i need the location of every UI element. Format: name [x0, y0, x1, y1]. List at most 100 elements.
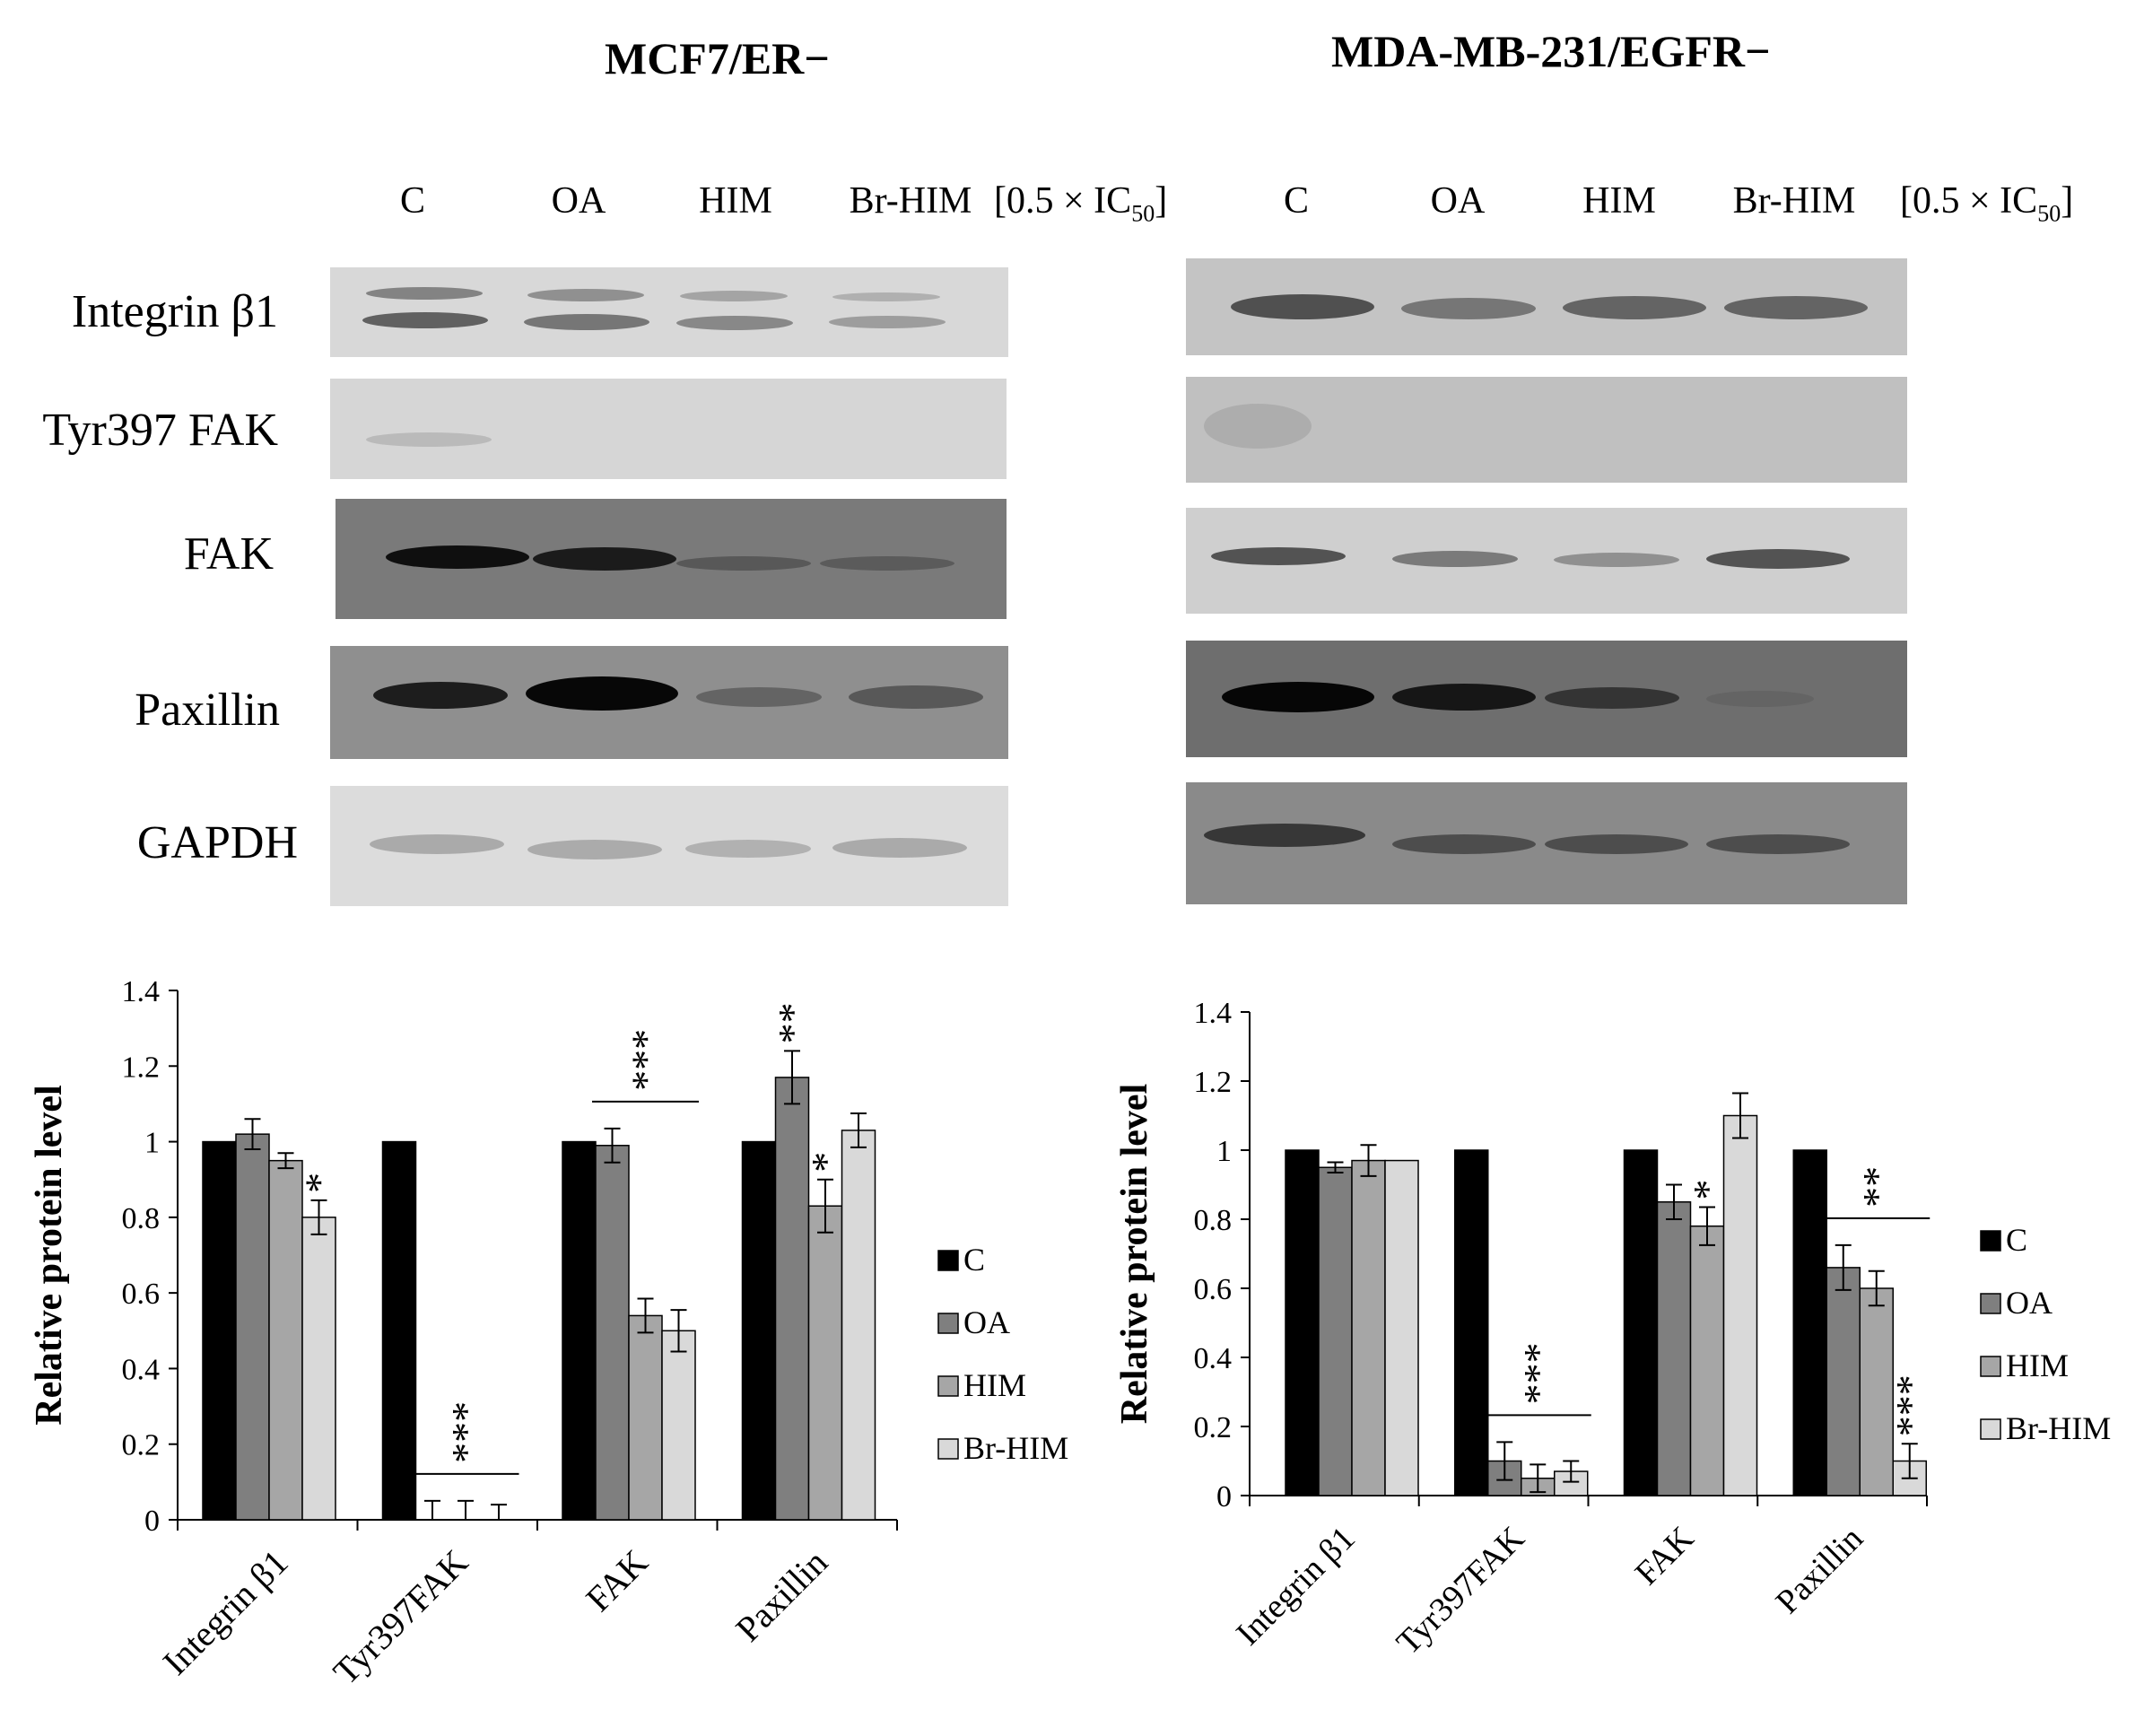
- legend-swatch-oa: [937, 1313, 959, 1334]
- blot-label-fak: FAK: [183, 528, 274, 580]
- blot-gapdh-mcf7: [330, 786, 1008, 906]
- blot-label-paxillin: Paxillin: [135, 685, 280, 736]
- y-tick-label: 0.6: [122, 1278, 161, 1311]
- dose-label: [0.5 × IC50]: [1900, 179, 2073, 227]
- panel-title-mcf7: MCF7/ER−: [605, 33, 830, 83]
- bar-c: [1454, 1149, 1489, 1496]
- y-tick-label: 1: [1216, 1135, 1232, 1168]
- blot-integrin-mcf7: [330, 267, 1008, 357]
- legend-swatch-c: [937, 1250, 959, 1271]
- bar-oa: [1656, 1201, 1692, 1496]
- dose-subscript: 50: [2037, 200, 2061, 227]
- legend-label-oa: OA: [2006, 1285, 2052, 1321]
- lane-label-brhim: Br-HIM: [849, 180, 972, 222]
- significance-stars: ***: [443, 1401, 489, 1463]
- y-tick-label: 0.2: [1194, 1411, 1233, 1444]
- y-tick-label: 0.4: [122, 1353, 161, 1386]
- bar-c: [381, 1140, 417, 1521]
- legend-label-br-him: Br-HIM: [963, 1430, 1068, 1466]
- lane-label-c: C: [1283, 180, 1309, 222]
- bar-br-him: [1384, 1159, 1419, 1496]
- blot-paxillin-mda: [1186, 641, 1907, 757]
- legend-label-him: HIM: [2006, 1348, 2069, 1383]
- y-tick-label: 0.8: [1194, 1204, 1233, 1237]
- y-tick-label: 0.6: [1194, 1273, 1233, 1306]
- lane-label-him: HIM: [1582, 180, 1656, 222]
- blot-fak-mda: [1186, 508, 1907, 614]
- dose-prefix: [0.5 × IC: [994, 180, 1132, 222]
- blot-integrin-mda: [1186, 258, 1907, 355]
- legend-swatch-br-him: [937, 1438, 959, 1460]
- bar-c: [1623, 1149, 1659, 1496]
- legend-swatch-oa: [1980, 1293, 2001, 1314]
- x-category-label: Tyr397FAK: [1390, 1519, 1532, 1662]
- blot-label-tyr397fak: Tyr397 FAK: [42, 405, 278, 456]
- blot-fak-mcf7: [336, 499, 1007, 619]
- bar-him: [1351, 1159, 1386, 1496]
- lane-label-oa: OA: [1430, 180, 1486, 222]
- bar-br-him: [841, 1130, 876, 1521]
- significance-stars: *: [297, 1173, 343, 1193]
- y-tick-label: 1: [144, 1127, 160, 1160]
- legend-label-c: C: [963, 1242, 985, 1278]
- significance-stars: ***: [623, 1029, 669, 1091]
- bar-him: [1689, 1225, 1725, 1496]
- blot-tyr397fak-mcf7: [330, 379, 1007, 479]
- significance-stars: *: [803, 1152, 849, 1173]
- significance-stars: **: [1854, 1166, 1900, 1208]
- y-axis-title: Relative protein level: [29, 1085, 70, 1425]
- legend-swatch-him: [1980, 1356, 2001, 1377]
- y-tick-label: 0.4: [1194, 1342, 1233, 1375]
- significance-stars: **: [770, 1002, 815, 1043]
- lane-label-him: HIM: [699, 180, 772, 222]
- bar-c: [741, 1140, 777, 1521]
- x-category-label: FAK: [1628, 1519, 1702, 1592]
- bar-him: [268, 1159, 303, 1521]
- lane-label-brhim: Br-HIM: [1732, 180, 1856, 222]
- blot-label-integrin: Integrin β1: [71, 286, 278, 337]
- y-tick-label: 0: [1216, 1480, 1232, 1514]
- bar-oa: [1318, 1166, 1353, 1496]
- legend-swatch-br-him: [1980, 1418, 2001, 1440]
- bar-c: [202, 1140, 237, 1521]
- x-category-label: Paxillin: [1769, 1520, 1870, 1621]
- bar-br-him: [1722, 1114, 1758, 1496]
- blot-paxillin-mcf7: [330, 646, 1008, 759]
- y-tick-label: 1.2: [1194, 1066, 1233, 1099]
- y-axis-title: Relative protein level: [1114, 1084, 1155, 1424]
- legend-label-oa: OA: [963, 1304, 1010, 1340]
- blot-tyr397fak-mda: [1186, 377, 1907, 483]
- dose-suffix: ]: [1155, 180, 1168, 222]
- bar-oa: [1826, 1267, 1861, 1496]
- lane-label-oa: OA: [551, 180, 606, 222]
- legend-swatch-c: [1980, 1230, 2001, 1252]
- y-tick-label: 1.4: [1194, 997, 1233, 1030]
- significance-stars: *: [1685, 1180, 1730, 1200]
- x-category-label: Integrin β1: [1229, 1520, 1363, 1653]
- bar-c: [562, 1140, 597, 1521]
- bar-br-him: [301, 1217, 336, 1521]
- legend-label-c: C: [2006, 1222, 2027, 1258]
- y-tick-label: 1.2: [122, 1051, 161, 1084]
- legend-swatch-him: [937, 1375, 959, 1397]
- y-tick-label: 0.2: [122, 1429, 161, 1462]
- bar-c: [1792, 1149, 1827, 1496]
- y-tick-label: 0.8: [122, 1202, 161, 1235]
- bar-him: [1859, 1287, 1894, 1496]
- y-tick-label: 0: [144, 1505, 160, 1538]
- bar-oa: [595, 1145, 630, 1521]
- lane-label-c: C: [399, 180, 425, 222]
- bar-c: [1285, 1149, 1320, 1496]
- dose-subscript: 50: [1131, 200, 1155, 227]
- dose-suffix: ]: [2061, 180, 2074, 222]
- significance-stars: ***: [1515, 1342, 1561, 1404]
- dose-prefix: [0.5 × IC: [1900, 180, 2038, 222]
- y-tick-label: 1.4: [122, 975, 161, 1008]
- blot-gapdh-mda: [1186, 782, 1907, 904]
- legend-label-him: HIM: [963, 1367, 1026, 1403]
- legend-label-br-him: Br-HIM: [2006, 1410, 2111, 1446]
- dose-label: [0.5 × IC50]: [994, 179, 1167, 227]
